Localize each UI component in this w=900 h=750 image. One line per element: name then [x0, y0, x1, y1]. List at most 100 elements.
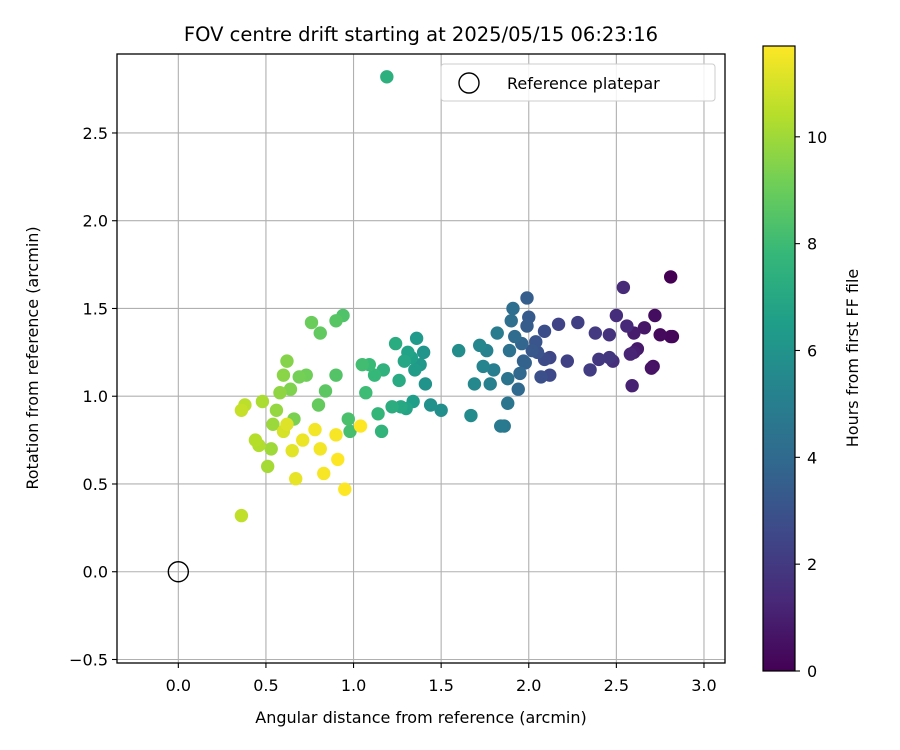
data-point-82 — [343, 424, 357, 439]
y-tick-label-2: 0.5 — [83, 475, 108, 494]
x-tick-label-4: 2.0 — [516, 676, 541, 695]
data-point-54 — [472, 338, 487, 353]
data-point-55 — [467, 377, 482, 391]
reference-marker-group — [167, 561, 190, 583]
data-point-73 — [385, 400, 399, 414]
data-point-99 — [266, 417, 280, 432]
data-point-88 — [313, 326, 327, 340]
data-point-42 — [506, 301, 520, 316]
data-point-83 — [341, 412, 355, 426]
colorbar: 0 2 4 6 8 10 Hours from first FF file — [762, 45, 862, 681]
x-tick-label-6: 3.0 — [691, 676, 716, 695]
data-point-74 — [380, 70, 394, 84]
y-tick-label-3: 1.0 — [83, 387, 108, 406]
data-point-64 — [408, 363, 422, 377]
data-point-109 — [280, 417, 294, 432]
data-point-101 — [260, 459, 275, 474]
data-point-60 — [418, 377, 433, 391]
data-point-53 — [476, 359, 490, 374]
x-tick-label-0: 0.0 — [166, 676, 191, 695]
y-tick-label-5: 2.0 — [83, 212, 108, 231]
data-point-14 — [616, 280, 631, 295]
chart-title: FOV centre drift starting at 2025/05/15 … — [184, 23, 658, 46]
data-point-87 — [318, 384, 333, 398]
data-point-111 — [289, 472, 303, 486]
data-point-46 — [501, 396, 515, 410]
data-point-40 — [511, 382, 525, 396]
y-tick-label-4: 1.5 — [83, 299, 108, 318]
data-point-113 — [308, 422, 322, 437]
colorbar-ticks: 0 2 4 6 8 10 — [795, 128, 827, 681]
data-point-56 — [464, 408, 478, 423]
data-point-95 — [280, 354, 294, 368]
data-points — [234, 70, 680, 523]
data-point-112 — [296, 433, 310, 447]
data-point-71 — [392, 373, 406, 388]
legend-entry-reference-platepar: Reference platepar — [507, 74, 660, 93]
data-point-45 — [501, 371, 515, 386]
plot-frame — [116, 53, 726, 664]
grid-lines — [117, 54, 725, 663]
x-tick-label-1: 0.5 — [253, 676, 278, 695]
colorbar-tick-label-5: 10 — [807, 128, 827, 147]
data-point-20 — [588, 326, 603, 340]
data-point-43 — [504, 314, 518, 328]
data-point-22 — [571, 315, 585, 330]
reference-platepar-marker — [167, 561, 190, 583]
data-point-117 — [331, 452, 345, 467]
data-point-110 — [285, 443, 299, 458]
data-point-78 — [367, 368, 382, 382]
data-point-118 — [338, 482, 352, 496]
data-point-94 — [283, 382, 298, 396]
colorbar-label: Hours from first FF file — [843, 269, 862, 448]
data-point-49 — [490, 326, 504, 340]
data-point-19 — [592, 352, 606, 367]
y-tick-label-1: 0.0 — [83, 563, 108, 582]
data-point-23 — [560, 354, 575, 368]
data-point-119 — [353, 419, 368, 433]
data-point-81 — [355, 357, 370, 372]
data-point-86 — [329, 314, 343, 328]
data-point-115 — [317, 466, 331, 481]
data-point-96 — [276, 368, 291, 382]
data-point-98 — [269, 403, 284, 417]
data-point-90 — [304, 315, 319, 330]
data-point-6 — [644, 361, 659, 375]
legend-box — [440, 63, 716, 102]
data-point-32 — [525, 343, 539, 358]
data-point-15 — [609, 308, 624, 323]
data-point-35 — [520, 291, 534, 305]
colorbar-gradient — [762, 45, 796, 672]
data-point-48 — [494, 419, 508, 433]
colorbar-tick-label-4: 8 — [807, 235, 817, 254]
data-point-72 — [388, 336, 403, 351]
data-point-106 — [234, 508, 249, 523]
y-axis-label: Rotation from reference (arcmin) — [23, 226, 42, 489]
y-axis-ticks: −0.5 0.0 0.5 1.0 1.5 2.0 2.5 — [69, 124, 117, 669]
data-point-77 — [371, 407, 385, 421]
y-tick-label-6: 2.5 — [83, 124, 108, 143]
colorbar-tick-label-0: 0 — [807, 662, 817, 681]
data-point-0 — [663, 270, 678, 284]
data-point-57 — [451, 343, 466, 358]
data-point-114 — [313, 442, 327, 456]
x-tick-label-2: 1.0 — [341, 676, 366, 695]
data-point-58 — [434, 403, 448, 417]
data-point-11 — [625, 379, 639, 393]
data-point-107 — [234, 403, 249, 417]
data-point-34 — [520, 319, 534, 333]
data-point-44 — [502, 343, 517, 358]
data-point-116 — [329, 428, 343, 442]
data-point-97 — [273, 386, 287, 400]
data-point-100 — [264, 442, 278, 456]
data-point-29 — [534, 370, 548, 384]
data-point-76 — [374, 424, 389, 439]
data-point-104 — [248, 433, 263, 447]
data-point-4 — [648, 308, 662, 323]
data-point-50 — [487, 363, 501, 377]
x-tick-label-5: 2.5 — [604, 676, 629, 695]
data-point-51 — [483, 377, 497, 391]
data-point-21 — [583, 363, 597, 377]
data-point-92 — [292, 370, 306, 384]
